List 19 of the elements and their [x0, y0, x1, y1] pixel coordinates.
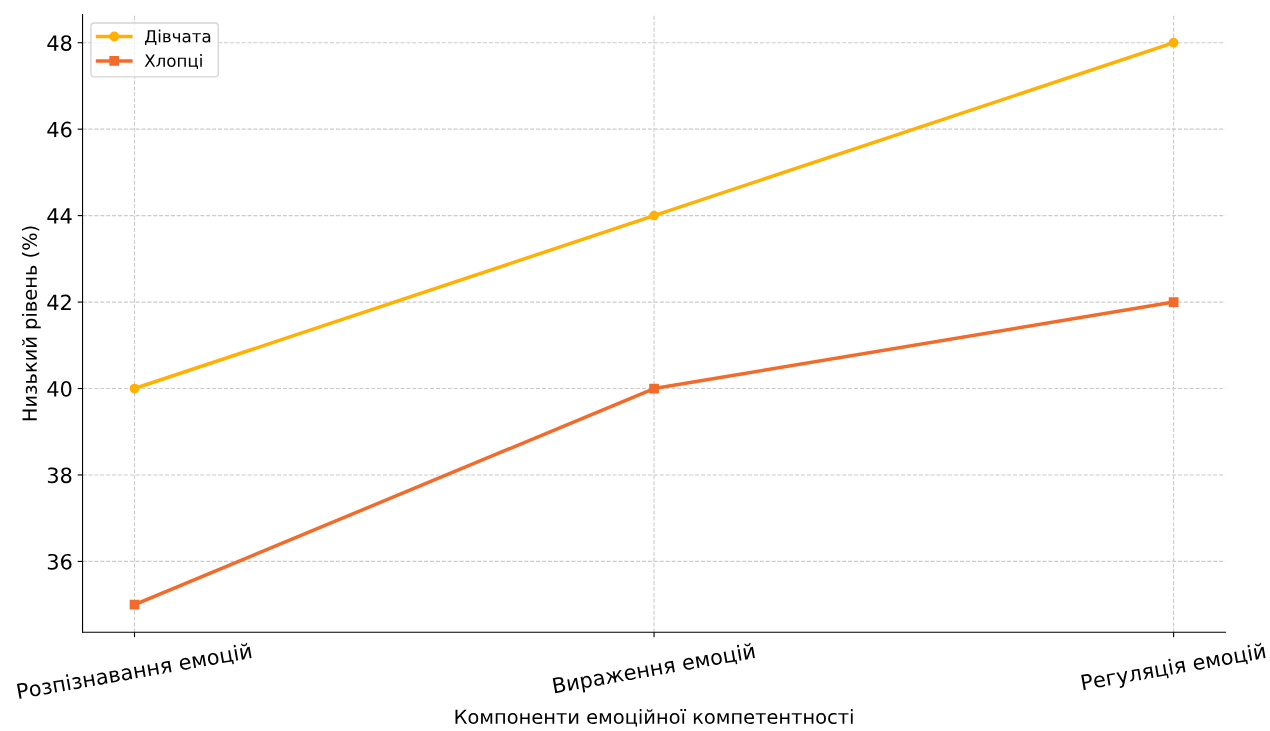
x-tick-label: Регуляція емоцій [1081, 642, 1267, 695]
point [1168, 297, 1179, 307]
legend-label: Дівчата [145, 29, 211, 45]
y-tick-label: 44 [47, 208, 72, 224]
x-axis-title: Компоненти емоційної компетентності [455, 709, 853, 727]
y-tick-label: 36 [47, 553, 72, 570]
y-tick-label: 46 [47, 121, 72, 138]
point [1168, 37, 1179, 48]
legend-label: Хлопці [144, 54, 202, 70]
y-tick-label: 38 [47, 467, 72, 484]
y-tick-label: 42 [47, 294, 71, 310]
point [649, 210, 659, 221]
y-tick-label: 48 [47, 35, 72, 51]
x-tick-label: Вираження емоцій [552, 642, 756, 698]
y-tick-label: 40 [47, 380, 72, 397]
point [649, 383, 659, 394]
point [129, 383, 140, 394]
point [129, 599, 140, 610]
y-axis-title: Низький рівень (%) [21, 226, 41, 421]
